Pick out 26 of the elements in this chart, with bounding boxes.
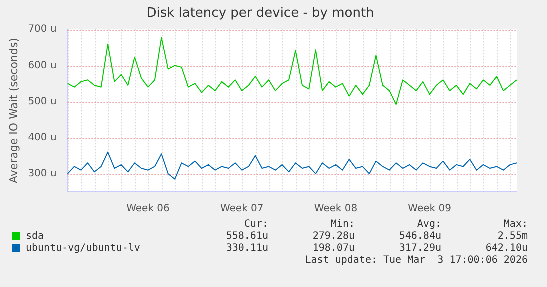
y-axis-title: Average IO Wait (seconds) — [7, 38, 20, 184]
text: Avg: — [416, 219, 442, 231]
x-tick-label: Week 09 — [408, 204, 452, 215]
x-tick-label: Week 08 — [314, 204, 358, 215]
text: Cur: — [243, 219, 270, 231]
x-tick-label: Week 07 — [220, 204, 264, 215]
text: 198.07u — [312, 243, 356, 255]
text: 317.29u — [398, 243, 442, 255]
y-tick-label: 700 u — [28, 24, 57, 36]
text: 558.61u — [225, 231, 270, 243]
y-tick-label: 600 u — [28, 60, 57, 72]
y-tick-label: 500 u — [28, 96, 57, 108]
text: 546.84u — [398, 231, 442, 243]
x-tick-label: Week 06 — [126, 204, 170, 215]
text: 2.55m — [496, 231, 529, 243]
y-tick-label: 300 u — [28, 168, 57, 180]
text: 642.10u — [484, 243, 529, 255]
text: Last update: Tue Mar 3 17:00:06 2026 — [304, 255, 529, 267]
text: 330.11u — [225, 243, 270, 255]
legend-label: sda — [25, 231, 46, 243]
chart-title: Disk latency per device - by month — [146, 6, 374, 22]
text: Min: — [330, 219, 356, 231]
text: Max: — [502, 219, 529, 231]
y-tick-label: 400 u — [28, 132, 57, 144]
text: 279.28u — [312, 231, 356, 243]
legend-label: ubuntu-vg/ubuntu-lv — [25, 243, 142, 255]
